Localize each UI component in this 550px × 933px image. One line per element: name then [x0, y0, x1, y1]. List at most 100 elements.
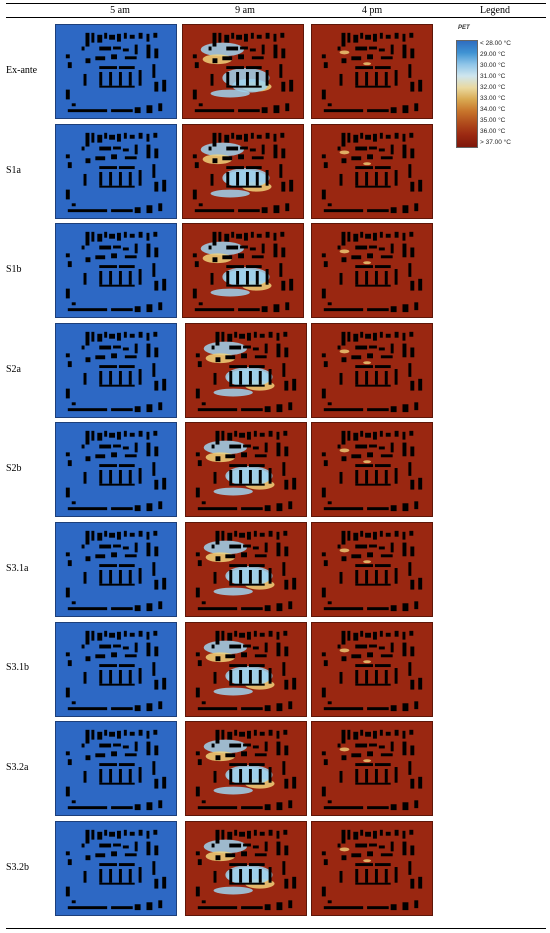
- building-footprint: [238, 208, 260, 212]
- building-footprint: [402, 902, 409, 910]
- building-footprint: [337, 743, 341, 748]
- pet-map-5am-ex-ante: [55, 24, 177, 119]
- building-footprint: [67, 109, 108, 113]
- building-footprint: [85, 357, 91, 362]
- pet-map-9am-s1b: [182, 223, 304, 319]
- pet-map-9am-s3-1b: [185, 621, 307, 717]
- building-footprint: [65, 552, 70, 557]
- building-footprint: [347, 829, 351, 840]
- building-footprint: [111, 208, 133, 212]
- building-footprint: [116, 133, 121, 142]
- building-footprint: [146, 332, 150, 341]
- building-footprint: [65, 687, 70, 697]
- building-footprint: [385, 532, 391, 537]
- building-footprint: [369, 843, 377, 847]
- building-footprint: [146, 503, 153, 512]
- map-raster: [65, 829, 167, 910]
- building-footprint: [321, 353, 326, 358]
- building-footprint: [351, 853, 362, 858]
- building-footprint: [71, 103, 76, 107]
- building-footprint: [276, 830, 280, 839]
- building-footprint: [365, 370, 369, 385]
- building-footprint: [152, 462, 156, 477]
- building-footprint: [347, 232, 351, 242]
- building-footprint: [81, 146, 85, 151]
- shade-area: [203, 441, 247, 455]
- building-footprint: [99, 769, 103, 783]
- building-footprint: [402, 343, 407, 358]
- building-footprint: [153, 630, 158, 636]
- building-footprint: [251, 155, 264, 159]
- building-footprint: [253, 630, 257, 637]
- building-footprint: [138, 132, 143, 139]
- building-footprint: [222, 255, 233, 260]
- shade-area: [227, 767, 271, 785]
- building-footprint: [128, 669, 132, 684]
- building-footprint: [379, 232, 383, 238]
- building-footprint: [91, 32, 95, 43]
- map-raster: [65, 431, 167, 512]
- building-footprint: [378, 546, 385, 550]
- building-footprint: [197, 806, 238, 810]
- building-footprint: [123, 630, 127, 637]
- building-footprint: [347, 431, 351, 442]
- building-footprint: [122, 148, 129, 152]
- shade-area: [210, 189, 250, 198]
- building-footprint: [154, 446, 159, 457]
- building-footprint: [252, 446, 259, 450]
- shade-area: [339, 50, 350, 55]
- building-footprint: [158, 302, 163, 311]
- building-footprint: [71, 601, 76, 605]
- building-footprint: [418, 876, 423, 889]
- building-footprint: [124, 56, 137, 60]
- building-footprint: [402, 642, 407, 656]
- building-footprint: [341, 331, 346, 346]
- building-footprint: [229, 364, 247, 368]
- building-footprint: [238, 308, 260, 312]
- building-footprint: [123, 530, 127, 537]
- building-footprint: [284, 579, 289, 590]
- building-footprint: [241, 507, 263, 511]
- building-footprint: [71, 501, 76, 505]
- shade-area: [339, 747, 350, 752]
- map-raster: [195, 829, 297, 910]
- legend-item: > 37.00 °C: [480, 139, 511, 146]
- building-footprint: [212, 132, 217, 147]
- building-footprint: [339, 870, 343, 883]
- building-footprint: [341, 257, 347, 263]
- building-footprint: [355, 843, 368, 848]
- building-footprint: [414, 800, 419, 809]
- building-footprint: [248, 569, 252, 584]
- building-footprint: [146, 133, 150, 142]
- building-footprint: [246, 730, 251, 739]
- building-footprint: [259, 333, 265, 338]
- building-footprint: [265, 70, 269, 86]
- building-footprint: [355, 271, 359, 285]
- building-footprint: [99, 782, 135, 785]
- building-footprint: [210, 173, 214, 186]
- building-footprint: [65, 189, 70, 199]
- map-raster: [192, 32, 294, 114]
- building-footprint: [229, 544, 242, 549]
- building-footprint: [129, 333, 135, 338]
- building-footprint: [246, 830, 251, 839]
- building-footprint: [122, 247, 129, 251]
- building-footprint: [321, 153, 326, 158]
- building-footprint: [153, 530, 158, 536]
- building-footprint: [211, 843, 215, 848]
- building-footprint: [390, 605, 397, 612]
- building-footprint: [265, 269, 269, 285]
- building-footprint: [261, 306, 268, 313]
- building-footprint: [124, 255, 137, 259]
- row-label-s1a: S1a: [6, 165, 21, 176]
- building-footprint: [355, 464, 373, 468]
- building-footprint: [341, 829, 346, 844]
- building-footprint: [109, 669, 113, 684]
- building-footprint: [85, 157, 91, 163]
- building-footprint: [162, 677, 167, 690]
- building-footprint: [355, 769, 359, 783]
- building-footprint: [158, 900, 163, 908]
- building-footprint: [327, 103, 332, 107]
- shade-area: [203, 540, 247, 555]
- building-footprint: [281, 280, 286, 291]
